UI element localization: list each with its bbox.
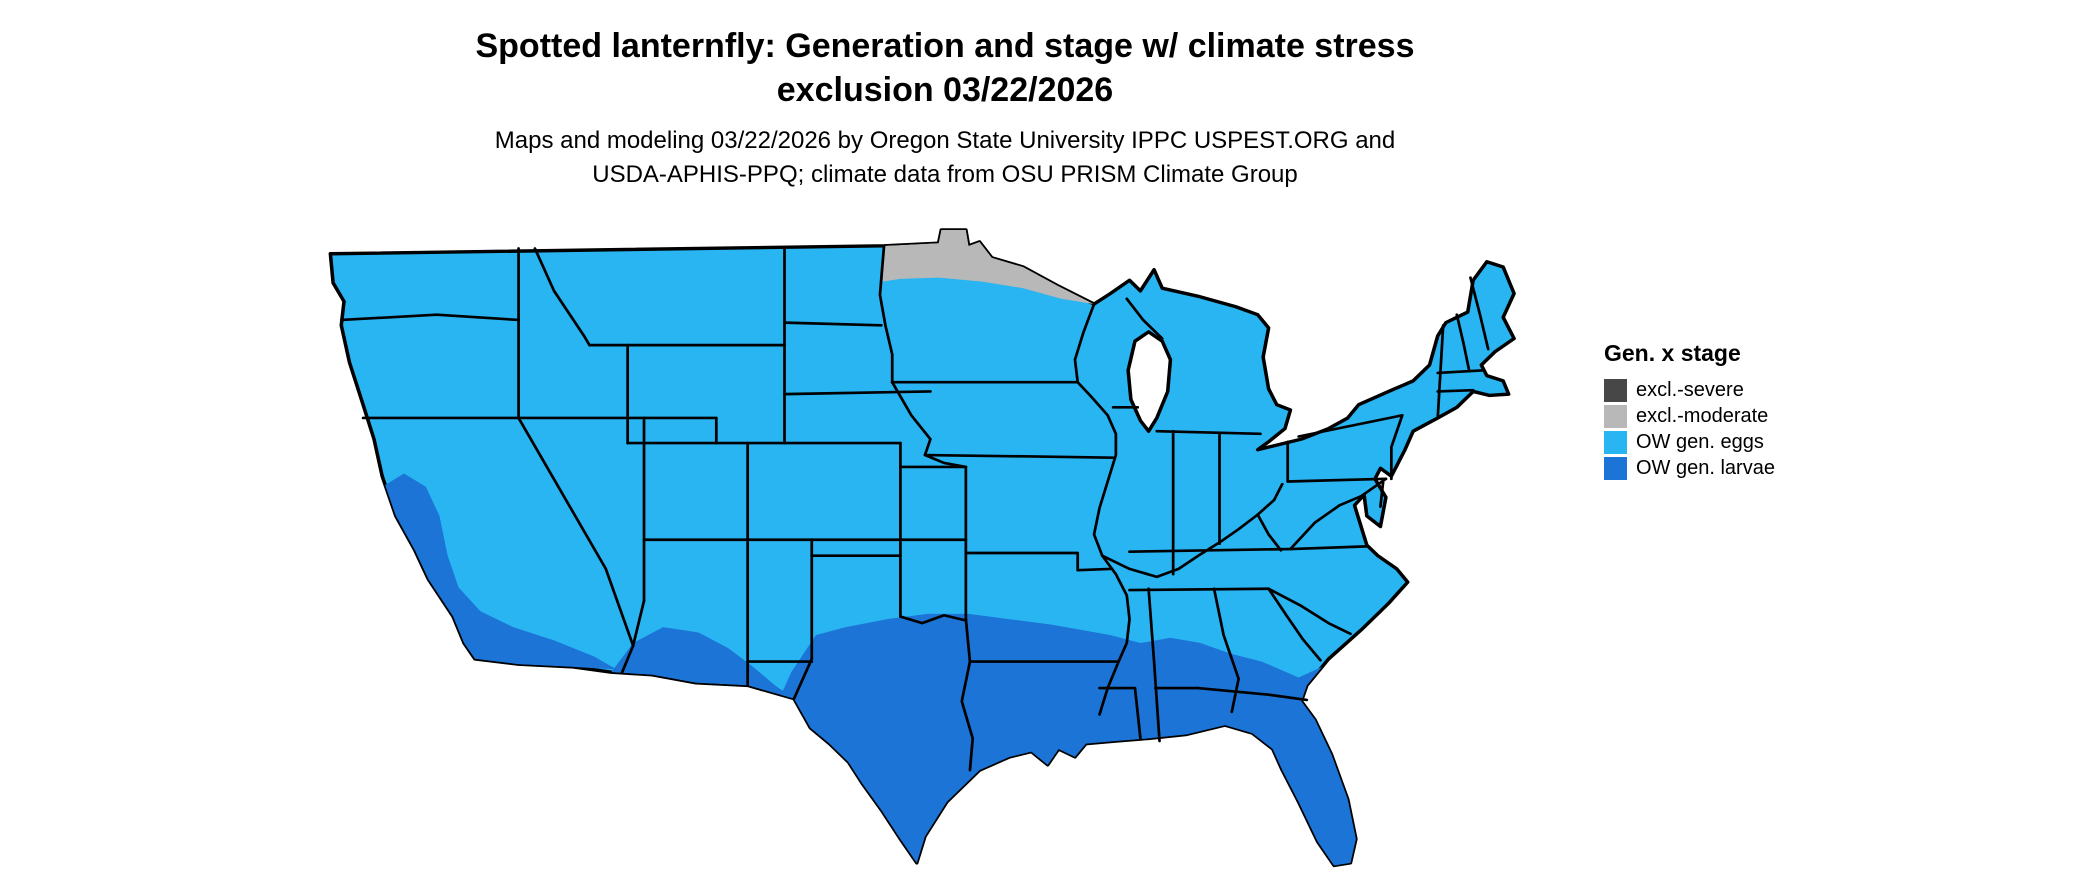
title-line-2: exclusion 03/22/2026 (776, 71, 1114, 109)
map-container (314, 222, 1555, 884)
legend-item: OW gen. larvae (1604, 455, 1924, 481)
region-ow-gen-larvae-south (764, 613, 1446, 866)
region-excl-moderate-minnesota (882, 229, 1095, 305)
subtitle-line-1: Maps and modeling 03/22/2026 by Oregon S… (494, 127, 1396, 154)
legend-item: excl.-moderate (1604, 403, 1924, 429)
page-title: Spotted lanternfly: Generation and stage… (0, 24, 1890, 112)
state-borders (339, 244, 1490, 772)
legend-item-label: excl.-moderate (1636, 404, 1769, 427)
legend-title: Gen. x stage (1604, 340, 1741, 366)
legend: Gen. x stage excl.-severe excl.-moderate… (1604, 340, 1924, 481)
legend-swatch-excl-moderate (1604, 404, 1627, 428)
legend-swatch-excl-severe (1604, 378, 1627, 402)
legend-item: OW gen. eggs (1604, 429, 1924, 455)
us-map (328, 228, 1516, 868)
legend-swatch-ow-gen-eggs (1604, 430, 1627, 454)
title-line-1: Spotted lanternfly: Generation and stage… (475, 27, 1415, 65)
subtitle-line-2: USDA-APHIS-PPQ; climate data from OSU PR… (592, 161, 1298, 188)
legend-item-label: OW gen. larvae (1636, 456, 1775, 479)
legend-item-label: excl.-severe (1636, 378, 1744, 401)
region-ow-gen-larvae-california (382, 473, 617, 670)
legend-item-label: OW gen. eggs (1636, 430, 1764, 453)
legend-swatch-ow-gen-larvae (1604, 456, 1627, 480)
page-subtitle: Maps and modeling 03/22/2026 by Oregon S… (0, 124, 1890, 192)
legend-item: excl.-severe (1604, 377, 1924, 403)
